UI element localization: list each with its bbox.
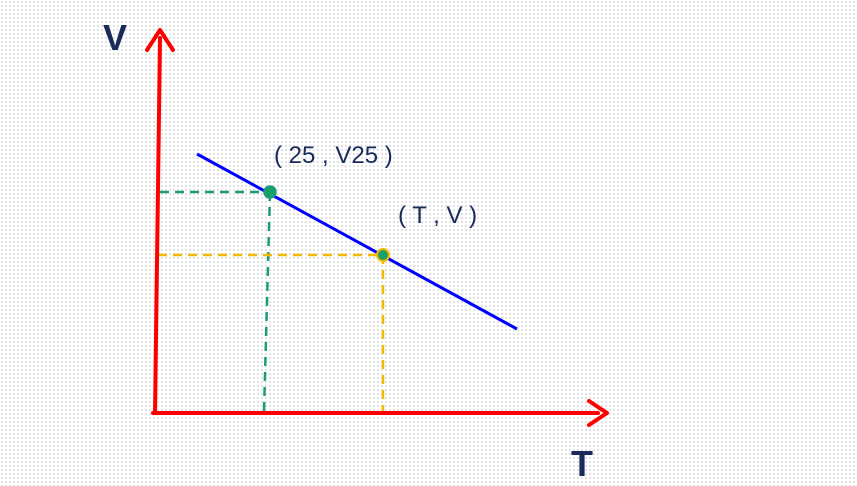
y-axis	[153, 36, 162, 415]
point-label-t-v: ( T , V )	[398, 202, 477, 229]
x-axis-title: T	[571, 443, 593, 484]
y-axis-title: V	[103, 17, 127, 58]
y-axis-arrowhead	[145, 28, 175, 52]
guide-vertical-point-1	[262, 191, 272, 413]
x-axis-arrowhead	[587, 399, 609, 427]
point-t-v	[376, 248, 390, 262]
point-label-25-v25: ( 25 , V25 )	[274, 142, 393, 169]
point-25-v25	[263, 185, 277, 199]
v-t-line	[196, 152, 518, 331]
